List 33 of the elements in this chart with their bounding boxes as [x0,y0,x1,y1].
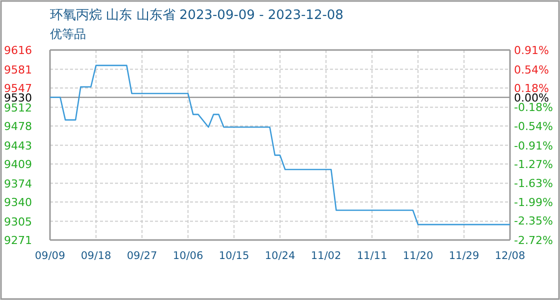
x-tick-label: 10/06 [172,250,204,262]
y2-tick-label: -1.99% [514,196,553,209]
y2-tick-label: -1.63% [514,176,553,190]
y2-tick-label: -0.54% [514,120,553,133]
y2-tick-label: -2.35% [514,214,553,228]
y2-tick-label: 0.54% [514,63,549,76]
y2-tick-label: -1.27% [514,158,553,172]
line-series [49,64,511,226]
chart-title: 环氧丙烷 山东 山东省 2023-09-09 - 2023-12-08 [50,8,344,23]
y-tick-label: 9340 [4,196,32,209]
y-tick-label: 9374 [4,177,32,190]
x-tick-label: 09/18 [80,250,112,262]
x-tick-label: 09/09 [34,250,66,262]
chart-subtitle: 优等品 [50,27,86,41]
y-tick-label: 9271 [4,234,32,247]
x-tick-label: 11/11 [356,250,388,262]
x-tick-label: 10/15 [218,250,250,262]
y2-tick-label: 0.91% [514,44,549,57]
y-tick-label: 9616 [4,44,32,57]
y2-tick-label: -0.91% [514,139,553,152]
x-tick-label: 11/02 [310,250,342,262]
x-tick-label: 11/29 [448,250,480,262]
y-tick-label: 9443 [4,139,32,152]
x-tick-label: 10/24 [264,250,296,262]
y2-tick-label: -2.72% [514,234,553,247]
y2-tick-label: -0.18% [514,101,553,114]
y-tick-label: 9478 [4,120,32,133]
y-tick-label: 9305 [4,215,32,228]
y-tick-label: 9409 [4,158,32,171]
y-tick-label: 9581 [4,63,32,76]
x-tick-label: 12/08 [494,250,526,262]
x-tick-label: 09/27 [126,250,158,262]
x-tick-label: 11/20 [402,250,434,262]
